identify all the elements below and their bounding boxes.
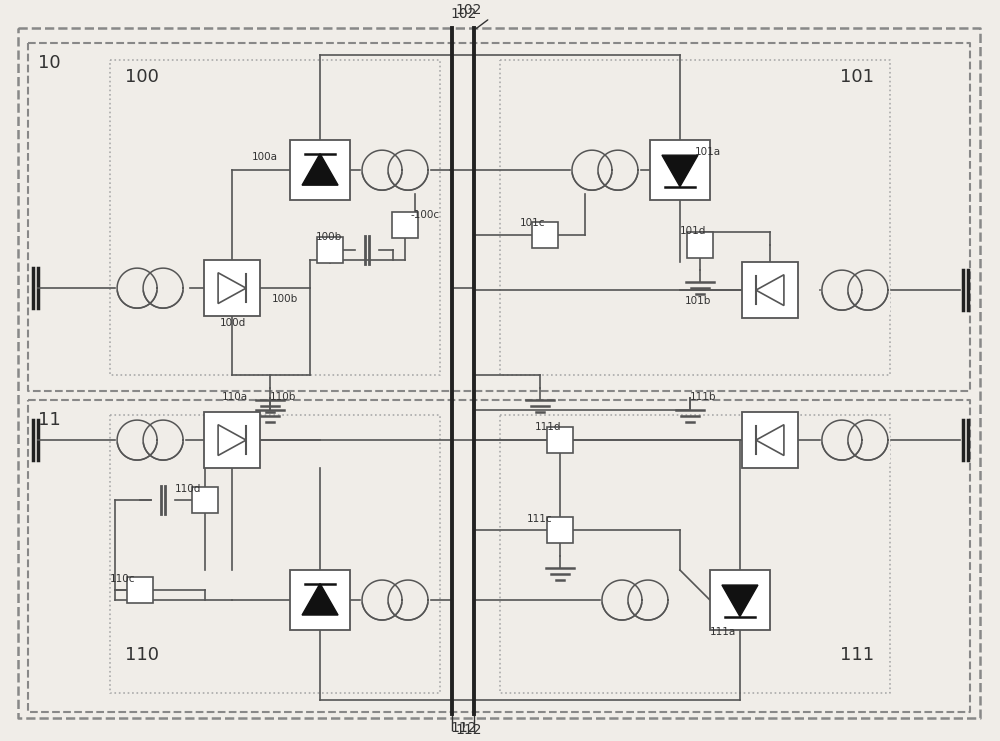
Polygon shape [710, 570, 770, 630]
Text: 110d: 110d [175, 484, 201, 494]
Text: 100b: 100b [272, 294, 298, 304]
Text: 100d: 100d [220, 318, 246, 328]
Text: 10: 10 [38, 54, 61, 72]
Polygon shape [742, 412, 798, 468]
Polygon shape [204, 260, 260, 316]
Text: 100b: 100b [316, 232, 342, 242]
Polygon shape [361, 165, 429, 192]
Text: 111c: 111c [527, 514, 553, 524]
Text: 101: 101 [840, 68, 874, 86]
Polygon shape [116, 282, 184, 310]
Text: 110b: 110b [270, 392, 296, 402]
Polygon shape [821, 434, 889, 462]
Polygon shape [127, 577, 153, 603]
Polygon shape [116, 434, 184, 462]
Text: 102: 102 [456, 3, 482, 17]
Polygon shape [662, 155, 698, 187]
Text: 110: 110 [125, 646, 159, 664]
Text: 111a: 111a [710, 627, 736, 637]
Text: 111: 111 [840, 646, 874, 664]
Polygon shape [547, 427, 573, 453]
Polygon shape [317, 237, 343, 263]
Text: 110a: 110a [222, 392, 248, 402]
Text: 101b: 101b [685, 296, 711, 306]
Text: 101a: 101a [695, 147, 721, 157]
Polygon shape [722, 585, 758, 617]
Polygon shape [547, 517, 573, 543]
Polygon shape [290, 570, 350, 630]
Polygon shape [392, 212, 418, 238]
Polygon shape [302, 584, 338, 615]
Polygon shape [821, 284, 889, 312]
Text: 101c: 101c [520, 218, 545, 228]
Text: 111b: 111b [690, 392, 716, 402]
Text: 100a: 100a [252, 152, 278, 162]
Polygon shape [650, 140, 710, 200]
Text: 110c: 110c [110, 574, 136, 584]
Polygon shape [742, 262, 798, 318]
Polygon shape [192, 487, 218, 513]
Polygon shape [532, 222, 558, 248]
Polygon shape [571, 165, 639, 192]
Text: 102: 102 [451, 7, 477, 21]
Polygon shape [290, 140, 350, 200]
Text: 11: 11 [38, 411, 61, 429]
Text: 100: 100 [125, 68, 159, 86]
Polygon shape [361, 594, 429, 622]
Text: -100c: -100c [410, 210, 439, 220]
Polygon shape [687, 232, 713, 258]
Polygon shape [302, 153, 338, 185]
Text: 112: 112 [456, 723, 482, 737]
Polygon shape [204, 412, 260, 468]
Text: 111d: 111d [535, 422, 561, 432]
Text: 112: 112 [451, 721, 477, 735]
Polygon shape [601, 594, 669, 622]
Text: 101d: 101d [680, 226, 706, 236]
